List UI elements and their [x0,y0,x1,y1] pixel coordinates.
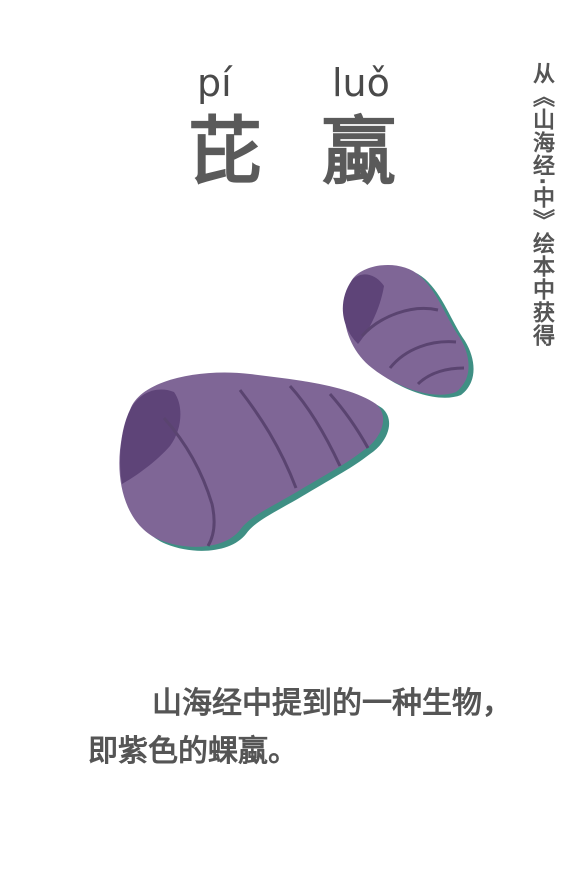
large-snail-shell-icon [119,372,390,551]
title-character-second: 蠃 [322,109,396,195]
snail-shell-illustration [119,264,474,551]
description-text: 山海经中提到的一种生物，即紫色的蜾蠃。 [88,686,512,769]
title-character-first: 芘 [188,109,262,195]
pinyin-first-syllable: pí [197,61,232,105]
source-note: 从《山海经·中》绘本中获得 [529,62,554,348]
small-snail-shell-icon [342,264,474,398]
pinyin-second-syllable: luǒ [332,61,390,105]
